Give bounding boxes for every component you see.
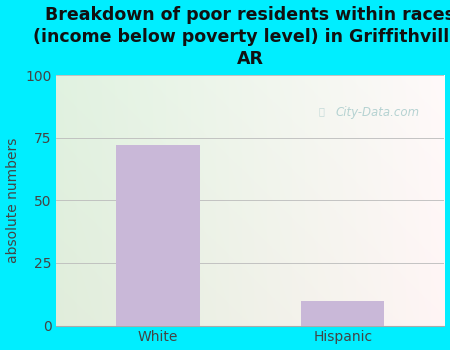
Title: Breakdown of poor residents within races
(income below poverty level) in Griffit: Breakdown of poor residents within races… (33, 6, 450, 68)
Bar (301, 301, 384, 326)
Text: City-Data.com: City-Data.com (336, 106, 420, 119)
Text: 🔍: 🔍 (318, 106, 324, 117)
Bar (117, 145, 199, 326)
Y-axis label: absolute numbers: absolute numbers (5, 138, 19, 263)
